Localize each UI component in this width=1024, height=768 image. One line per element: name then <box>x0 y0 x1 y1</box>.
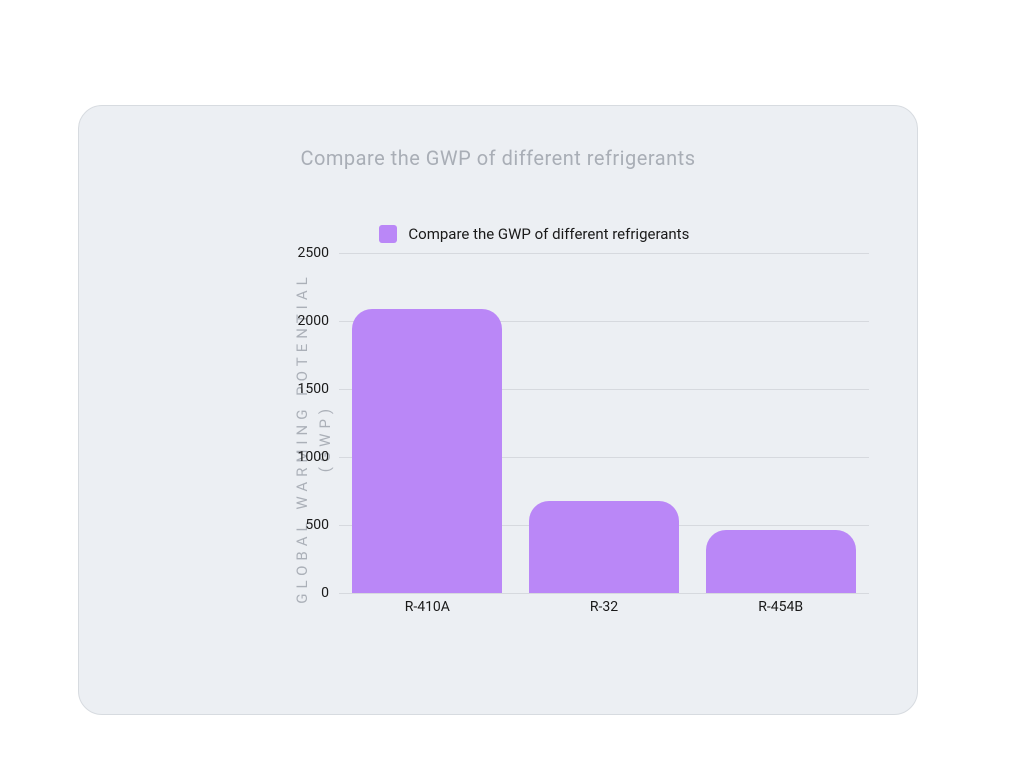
y-tick-label: 1000 <box>279 449 329 465</box>
x-tick-label: R-454B <box>706 593 856 615</box>
legend-label: Compare the GWP of different refrigerant… <box>408 225 689 243</box>
x-axis-labels: R-410A R-32 R-454B <box>339 593 869 623</box>
chart-legend: Compare the GWP of different refrigerant… <box>179 224 889 243</box>
y-tick-label: 0 <box>279 585 329 601</box>
y-tick-label: 1500 <box>279 381 329 397</box>
bar <box>706 530 856 593</box>
bar <box>529 501 679 593</box>
bars-container <box>339 253 869 593</box>
chart-card: Compare the GWP of different refrigerant… <box>78 105 918 715</box>
y-tick-label: 2500 <box>279 245 329 261</box>
y-tick-label: 500 <box>279 517 329 533</box>
chart-zone: Compare the GWP of different refrigerant… <box>179 224 889 644</box>
chart-title: Compare the GWP of different refrigerant… <box>79 146 917 170</box>
x-tick-label: R-410A <box>352 593 502 615</box>
bar <box>352 309 502 593</box>
legend-swatch-icon <box>379 225 397 243</box>
y-tick-label: 2000 <box>279 313 329 329</box>
x-tick-label: R-32 <box>529 593 679 615</box>
bar-chart: GLOBAL WARMING POTENTIAL (GWP) R-410AR-3… <box>289 253 869 623</box>
plot-area <box>339 253 869 593</box>
